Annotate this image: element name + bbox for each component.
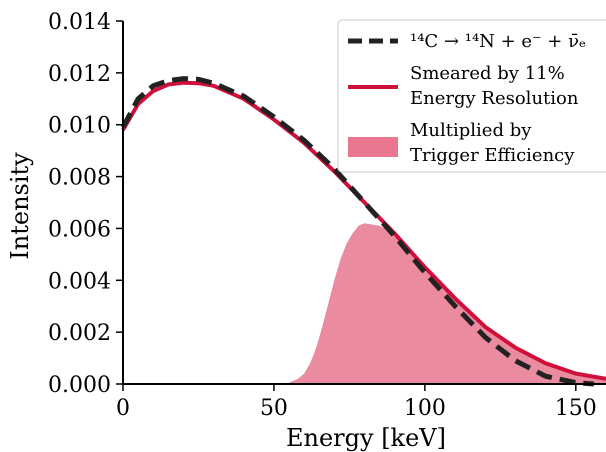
x-tick-label: 50 [260,396,288,421]
y-tick-label: 0.002 [48,321,111,346]
y-tick-label: 0.008 [48,166,111,191]
legend-label-efficiency-line2: Trigger Efficiency [410,145,575,166]
efficiency-area [273,223,606,384]
legend-label-beta-spectrum: ¹⁴C → ¹⁴N + e⁻ + ν̄ₑ [410,31,586,52]
legend-label-smeared-line1: Smeared by 11% [410,63,565,84]
y-tick-label: 0.010 [48,114,111,139]
tick-labels: 0 50 100 150 0.000 0.002 0.004 0.006 0.008 0.010 0… [48,10,597,421]
y-tick-label: 0.014 [48,10,111,35]
y-tick-label: 0.006 [48,217,111,242]
efficiency-fill-layer [273,223,606,384]
beta-spectrum-line [120,76,595,387]
axes [116,20,606,391]
x-tick-label: 150 [555,396,597,421]
legend: ¹⁴C → ¹⁴N + e⁻ + ν̄ₑ Smeared by 11% Ener… [337,19,606,173]
legend-frame [337,19,606,173]
y-tick-label: 0.000 [48,373,111,398]
legend-label-smeared-line2: Energy Resolution [410,88,579,109]
series-lines-layer [120,76,606,387]
y-axis-title: Intensity [6,152,34,260]
y-tick-label: 0.012 [48,62,111,87]
x-axis-title: Energy [keV] [286,424,446,452]
x-tick-label: 0 [116,396,130,421]
x-tick-label: 100 [404,396,446,421]
legend-swatch-efficiency [348,137,398,157]
legend-label-efficiency-line1: Multiplied by [410,120,532,141]
y-tick-label: 0.004 [48,269,111,294]
